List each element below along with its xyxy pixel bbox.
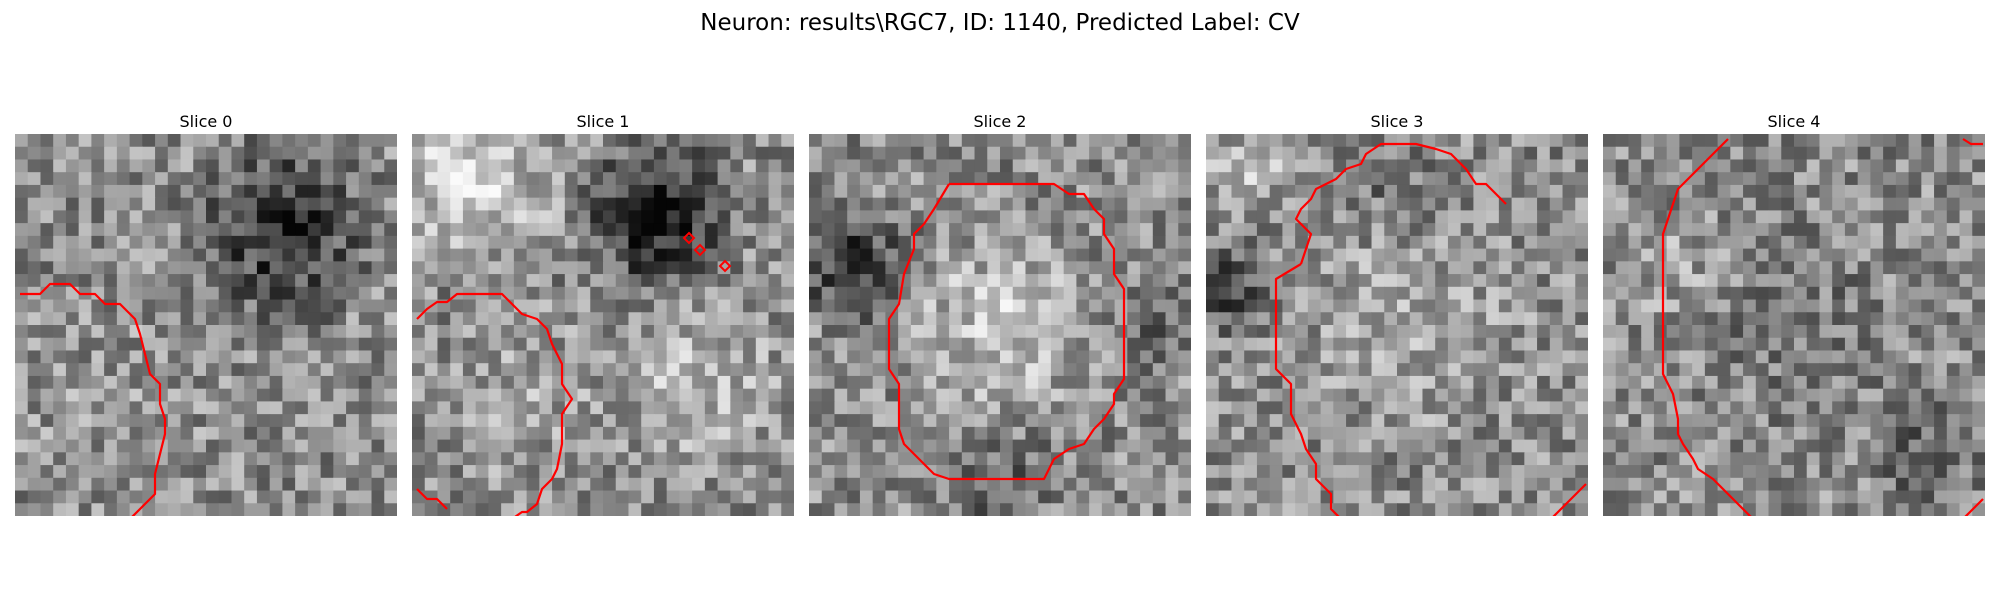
contour-line — [1274, 263, 1340, 516]
slice-pixels — [1603, 134, 1985, 516]
figure-title: Neuron: results\RGC7, ID: 1140, Predicte… — [700, 10, 1300, 36]
contour-line — [20, 282, 167, 516]
slice-panel-1: Slice 1 — [412, 110, 794, 516]
contour-line — [416, 488, 448, 510]
contour-line — [1964, 498, 1984, 516]
contour-line — [1962, 138, 1983, 146]
slice-pixels — [412, 134, 794, 516]
slice-title: Slice 3 — [1370, 112, 1424, 131]
slice-image — [15, 134, 397, 516]
slice-image — [412, 134, 794, 516]
slice-image — [809, 134, 1191, 516]
slice-title: Slice 1 — [576, 112, 630, 131]
contour-marker — [682, 231, 696, 245]
contour-line — [1294, 142, 1507, 265]
slice-pixels — [809, 134, 1191, 516]
contour-marker — [693, 243, 707, 257]
slice-title: Slice 0 — [179, 112, 233, 131]
contour-line — [887, 182, 1126, 481]
contour-line — [1661, 138, 1752, 516]
slice-pixels — [15, 134, 397, 516]
slice-panel-2: Slice 2 — [809, 110, 1191, 516]
slice-title: Slice 2 — [973, 112, 1027, 131]
slice-image — [1603, 134, 1985, 516]
slice-panel-4: Slice 4 — [1603, 110, 1985, 516]
slice-image — [1206, 134, 1588, 516]
contour-line — [1552, 483, 1587, 516]
contour-line — [416, 292, 574, 516]
slice-panel-3: Slice 3 — [1206, 110, 1588, 516]
slice-panel-0: Slice 0 — [15, 110, 397, 516]
contour-marker — [718, 259, 732, 273]
slice-pixels — [1206, 134, 1588, 516]
slice-title: Slice 4 — [1767, 112, 1821, 131]
